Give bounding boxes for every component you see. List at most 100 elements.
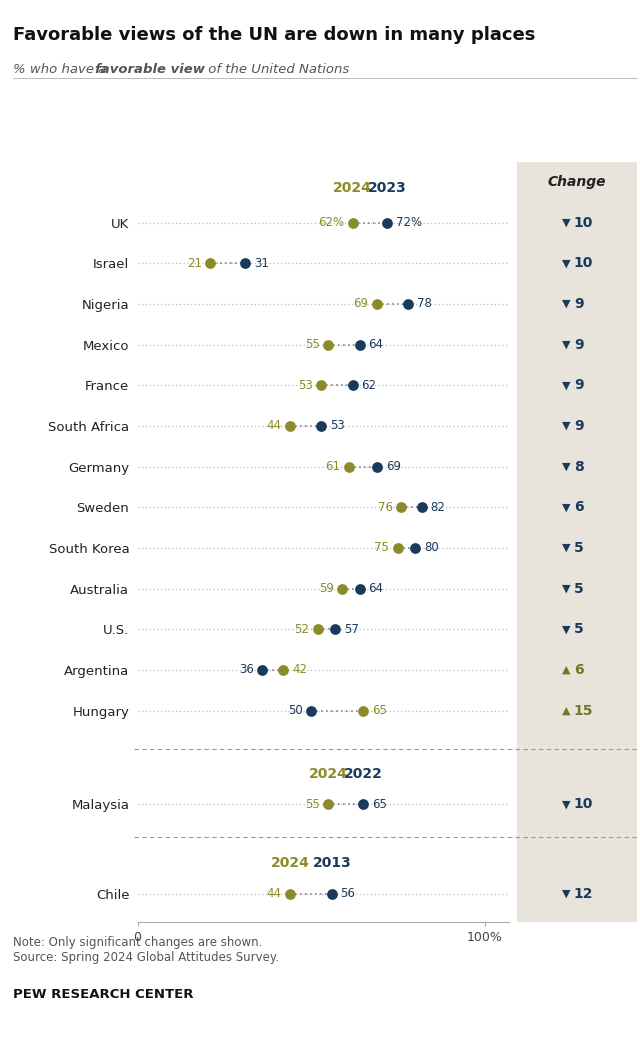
Point xyxy=(410,540,420,556)
Text: ▼: ▼ xyxy=(562,462,571,472)
Text: 53: 53 xyxy=(330,420,345,432)
Point xyxy=(313,621,323,638)
Text: 61: 61 xyxy=(326,461,340,473)
Text: 2024: 2024 xyxy=(271,857,310,870)
Point xyxy=(372,458,382,475)
Text: 15: 15 xyxy=(574,703,593,718)
Point xyxy=(358,796,368,813)
Text: 9: 9 xyxy=(574,338,584,351)
Text: PEW RESEARCH CENTER: PEW RESEARCH CENTER xyxy=(13,988,193,1000)
Text: ▼: ▼ xyxy=(562,258,571,268)
Point xyxy=(285,418,296,435)
Point xyxy=(348,377,358,394)
Text: ▲: ▲ xyxy=(562,665,571,675)
Point xyxy=(316,377,326,394)
Point xyxy=(355,337,365,353)
Point xyxy=(355,580,365,597)
Point xyxy=(382,215,392,231)
Point xyxy=(323,337,333,353)
Text: 36: 36 xyxy=(239,664,254,676)
Point xyxy=(403,296,413,313)
Text: 12: 12 xyxy=(574,887,593,900)
Text: % who have a: % who have a xyxy=(13,63,111,75)
Text: 53: 53 xyxy=(298,378,313,392)
Text: 10: 10 xyxy=(574,216,593,229)
Point xyxy=(316,418,326,435)
Point xyxy=(257,662,268,678)
Text: 2022: 2022 xyxy=(344,767,383,780)
Point xyxy=(337,580,348,597)
Text: of the United Nations: of the United Nations xyxy=(204,63,349,75)
Point xyxy=(372,296,382,313)
Text: ▼: ▼ xyxy=(562,889,571,898)
Text: ▼: ▼ xyxy=(562,218,571,227)
Text: 31: 31 xyxy=(254,256,269,270)
Text: 21: 21 xyxy=(187,256,202,270)
Point xyxy=(278,662,289,678)
Text: ▼: ▼ xyxy=(562,584,571,594)
Text: 64: 64 xyxy=(368,338,383,351)
Text: 57: 57 xyxy=(344,623,359,636)
Text: 50: 50 xyxy=(287,704,302,717)
Text: ▼: ▼ xyxy=(562,502,571,513)
Point xyxy=(205,255,216,272)
Text: 65: 65 xyxy=(372,704,387,717)
Text: 69: 69 xyxy=(386,461,401,473)
Text: 75: 75 xyxy=(374,542,389,554)
Point xyxy=(417,499,427,516)
Text: Favorable views of the UN are down in many places: Favorable views of the UN are down in ma… xyxy=(13,26,535,44)
Text: 80: 80 xyxy=(424,542,438,554)
Text: 42: 42 xyxy=(292,664,307,676)
Text: ▼: ▼ xyxy=(562,624,571,635)
Text: ▼: ▼ xyxy=(562,543,571,553)
Text: 5: 5 xyxy=(574,581,584,596)
Text: 55: 55 xyxy=(305,798,320,811)
Text: 56: 56 xyxy=(340,887,355,900)
Text: Note: Only significant changes are shown.
Source: Spring 2024 Global Attitudes S: Note: Only significant changes are shown… xyxy=(13,936,279,964)
Text: 62: 62 xyxy=(362,378,376,392)
Text: 10: 10 xyxy=(574,797,593,812)
Text: ▼: ▼ xyxy=(562,421,571,431)
Point xyxy=(323,796,333,813)
Text: 5: 5 xyxy=(574,541,584,555)
Point xyxy=(240,255,250,272)
Text: 2013: 2013 xyxy=(312,857,351,870)
Point xyxy=(285,886,296,902)
Text: 2024: 2024 xyxy=(309,767,348,780)
Point xyxy=(330,621,340,638)
Text: 2024: 2024 xyxy=(333,181,372,195)
Text: ▼: ▼ xyxy=(562,340,571,349)
Point xyxy=(327,886,337,902)
Point xyxy=(393,540,403,556)
Text: favorable view: favorable view xyxy=(95,63,205,75)
Text: 59: 59 xyxy=(319,582,333,595)
Point xyxy=(396,499,406,516)
Text: Change: Change xyxy=(548,175,606,189)
Text: 72%: 72% xyxy=(396,216,422,229)
Text: ▲: ▲ xyxy=(562,705,571,716)
Text: 76: 76 xyxy=(378,501,392,514)
Text: ▼: ▼ xyxy=(562,299,571,308)
Text: 8: 8 xyxy=(574,460,584,473)
Text: 9: 9 xyxy=(574,378,584,392)
Text: 44: 44 xyxy=(267,887,282,900)
Text: 82: 82 xyxy=(431,501,445,514)
Text: 6: 6 xyxy=(574,500,584,515)
Text: 65: 65 xyxy=(372,798,387,811)
Text: 69: 69 xyxy=(353,297,368,311)
Text: 6: 6 xyxy=(574,663,584,677)
Text: ▼: ▼ xyxy=(562,799,571,810)
Point xyxy=(306,702,316,719)
Point xyxy=(344,458,355,475)
Text: 10: 10 xyxy=(574,256,593,270)
Text: 9: 9 xyxy=(574,419,584,432)
Text: 62%: 62% xyxy=(318,216,344,229)
Text: 64: 64 xyxy=(368,582,383,595)
Text: 2023: 2023 xyxy=(368,181,407,195)
Text: 78: 78 xyxy=(417,297,432,311)
Point xyxy=(358,702,368,719)
Text: 55: 55 xyxy=(305,338,320,351)
Text: 52: 52 xyxy=(294,623,309,636)
Point xyxy=(348,215,358,231)
Text: 5: 5 xyxy=(574,622,584,637)
